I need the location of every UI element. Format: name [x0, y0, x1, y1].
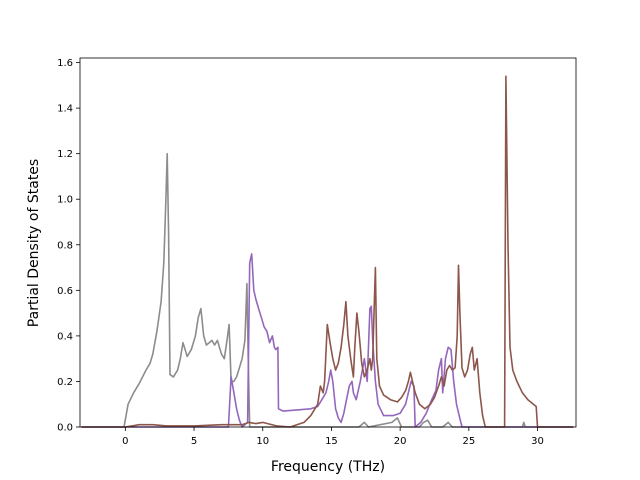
x-tick-label: 20 [394, 436, 407, 447]
y-tick-label: 1.0 [57, 195, 73, 206]
x-tick-label: 25 [462, 436, 475, 447]
series-line-2 [81, 253, 574, 428]
x-tick-label: 5 [191, 436, 197, 447]
series-layer [81, 75, 574, 428]
y-tick-label: 1.6 [57, 58, 73, 69]
y-axis-ticks: 0.0 0.2 0.4 0.6 0.8 1.0 1.2 1.4 1.6 [57, 58, 80, 434]
y-tick-label: 0.2 [57, 377, 73, 388]
x-tick-label: 10 [256, 436, 269, 447]
x-tick-label: 0 [122, 436, 128, 447]
y-tick-label: 1.2 [57, 149, 73, 160]
y-tick-label: 0.8 [57, 240, 73, 251]
x-axis-ticks: 0 5 10 15 20 25 30 [122, 427, 544, 447]
x-tick-label: 15 [325, 436, 338, 447]
y-tick-label: 0.0 [57, 423, 73, 434]
y-axis-label: Partial Density of States [26, 159, 42, 327]
y-tick-label: 0.4 [57, 331, 73, 342]
y-tick-label: 1.4 [57, 104, 73, 115]
y-tick-label: 0.6 [57, 286, 73, 297]
plot-frame [79, 57, 577, 428]
series-line-3 [81, 75, 574, 428]
x-tick-label: 30 [531, 436, 544, 447]
x-axis-label: Frequency (THz) [271, 459, 385, 475]
